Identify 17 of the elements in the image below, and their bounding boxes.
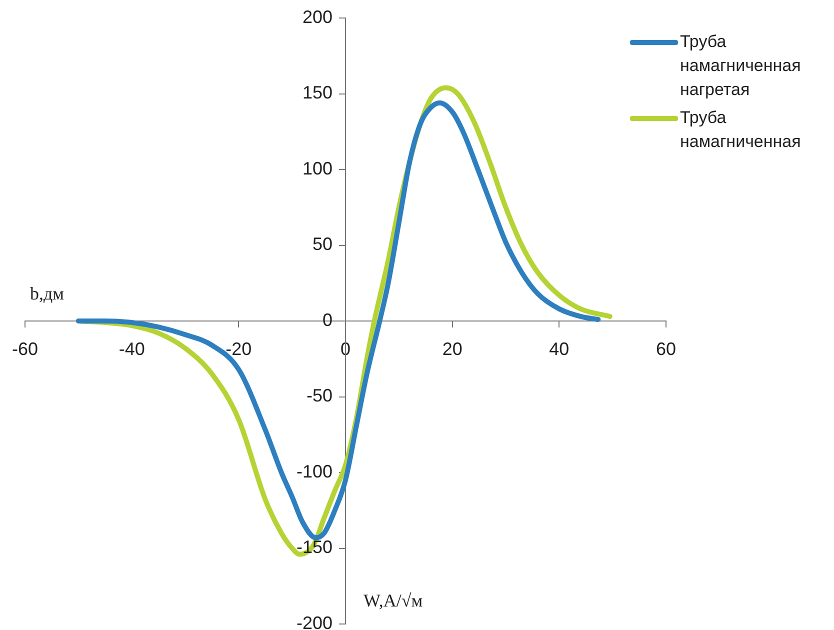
x-tick-label: -20 <box>226 338 252 359</box>
y-axis-title: b,дм <box>30 284 64 304</box>
legend-label: Труба намагниченная нагретая <box>680 31 802 101</box>
x-axis-title: W,A/√м <box>364 590 423 611</box>
legend-label: Труба намагниченная <box>680 107 802 153</box>
y-tick-label: 100 <box>302 158 333 178</box>
y-tick-label: -50 <box>306 386 333 406</box>
x-tick-label: 20 <box>442 338 462 359</box>
y-tick-label: -100 <box>296 461 333 482</box>
x-tick-label: 40 <box>549 338 570 359</box>
x-tick-label: -40 <box>118 338 145 359</box>
y-tick-label: 200 <box>302 6 333 27</box>
y-tick-label: 50 <box>312 234 333 254</box>
y-tick-label: -200 <box>296 612 333 630</box>
y-tick-label: 150 <box>302 82 333 103</box>
x-tick-label: 60 <box>656 338 676 359</box>
x-tick-label: -60 <box>12 338 38 359</box>
